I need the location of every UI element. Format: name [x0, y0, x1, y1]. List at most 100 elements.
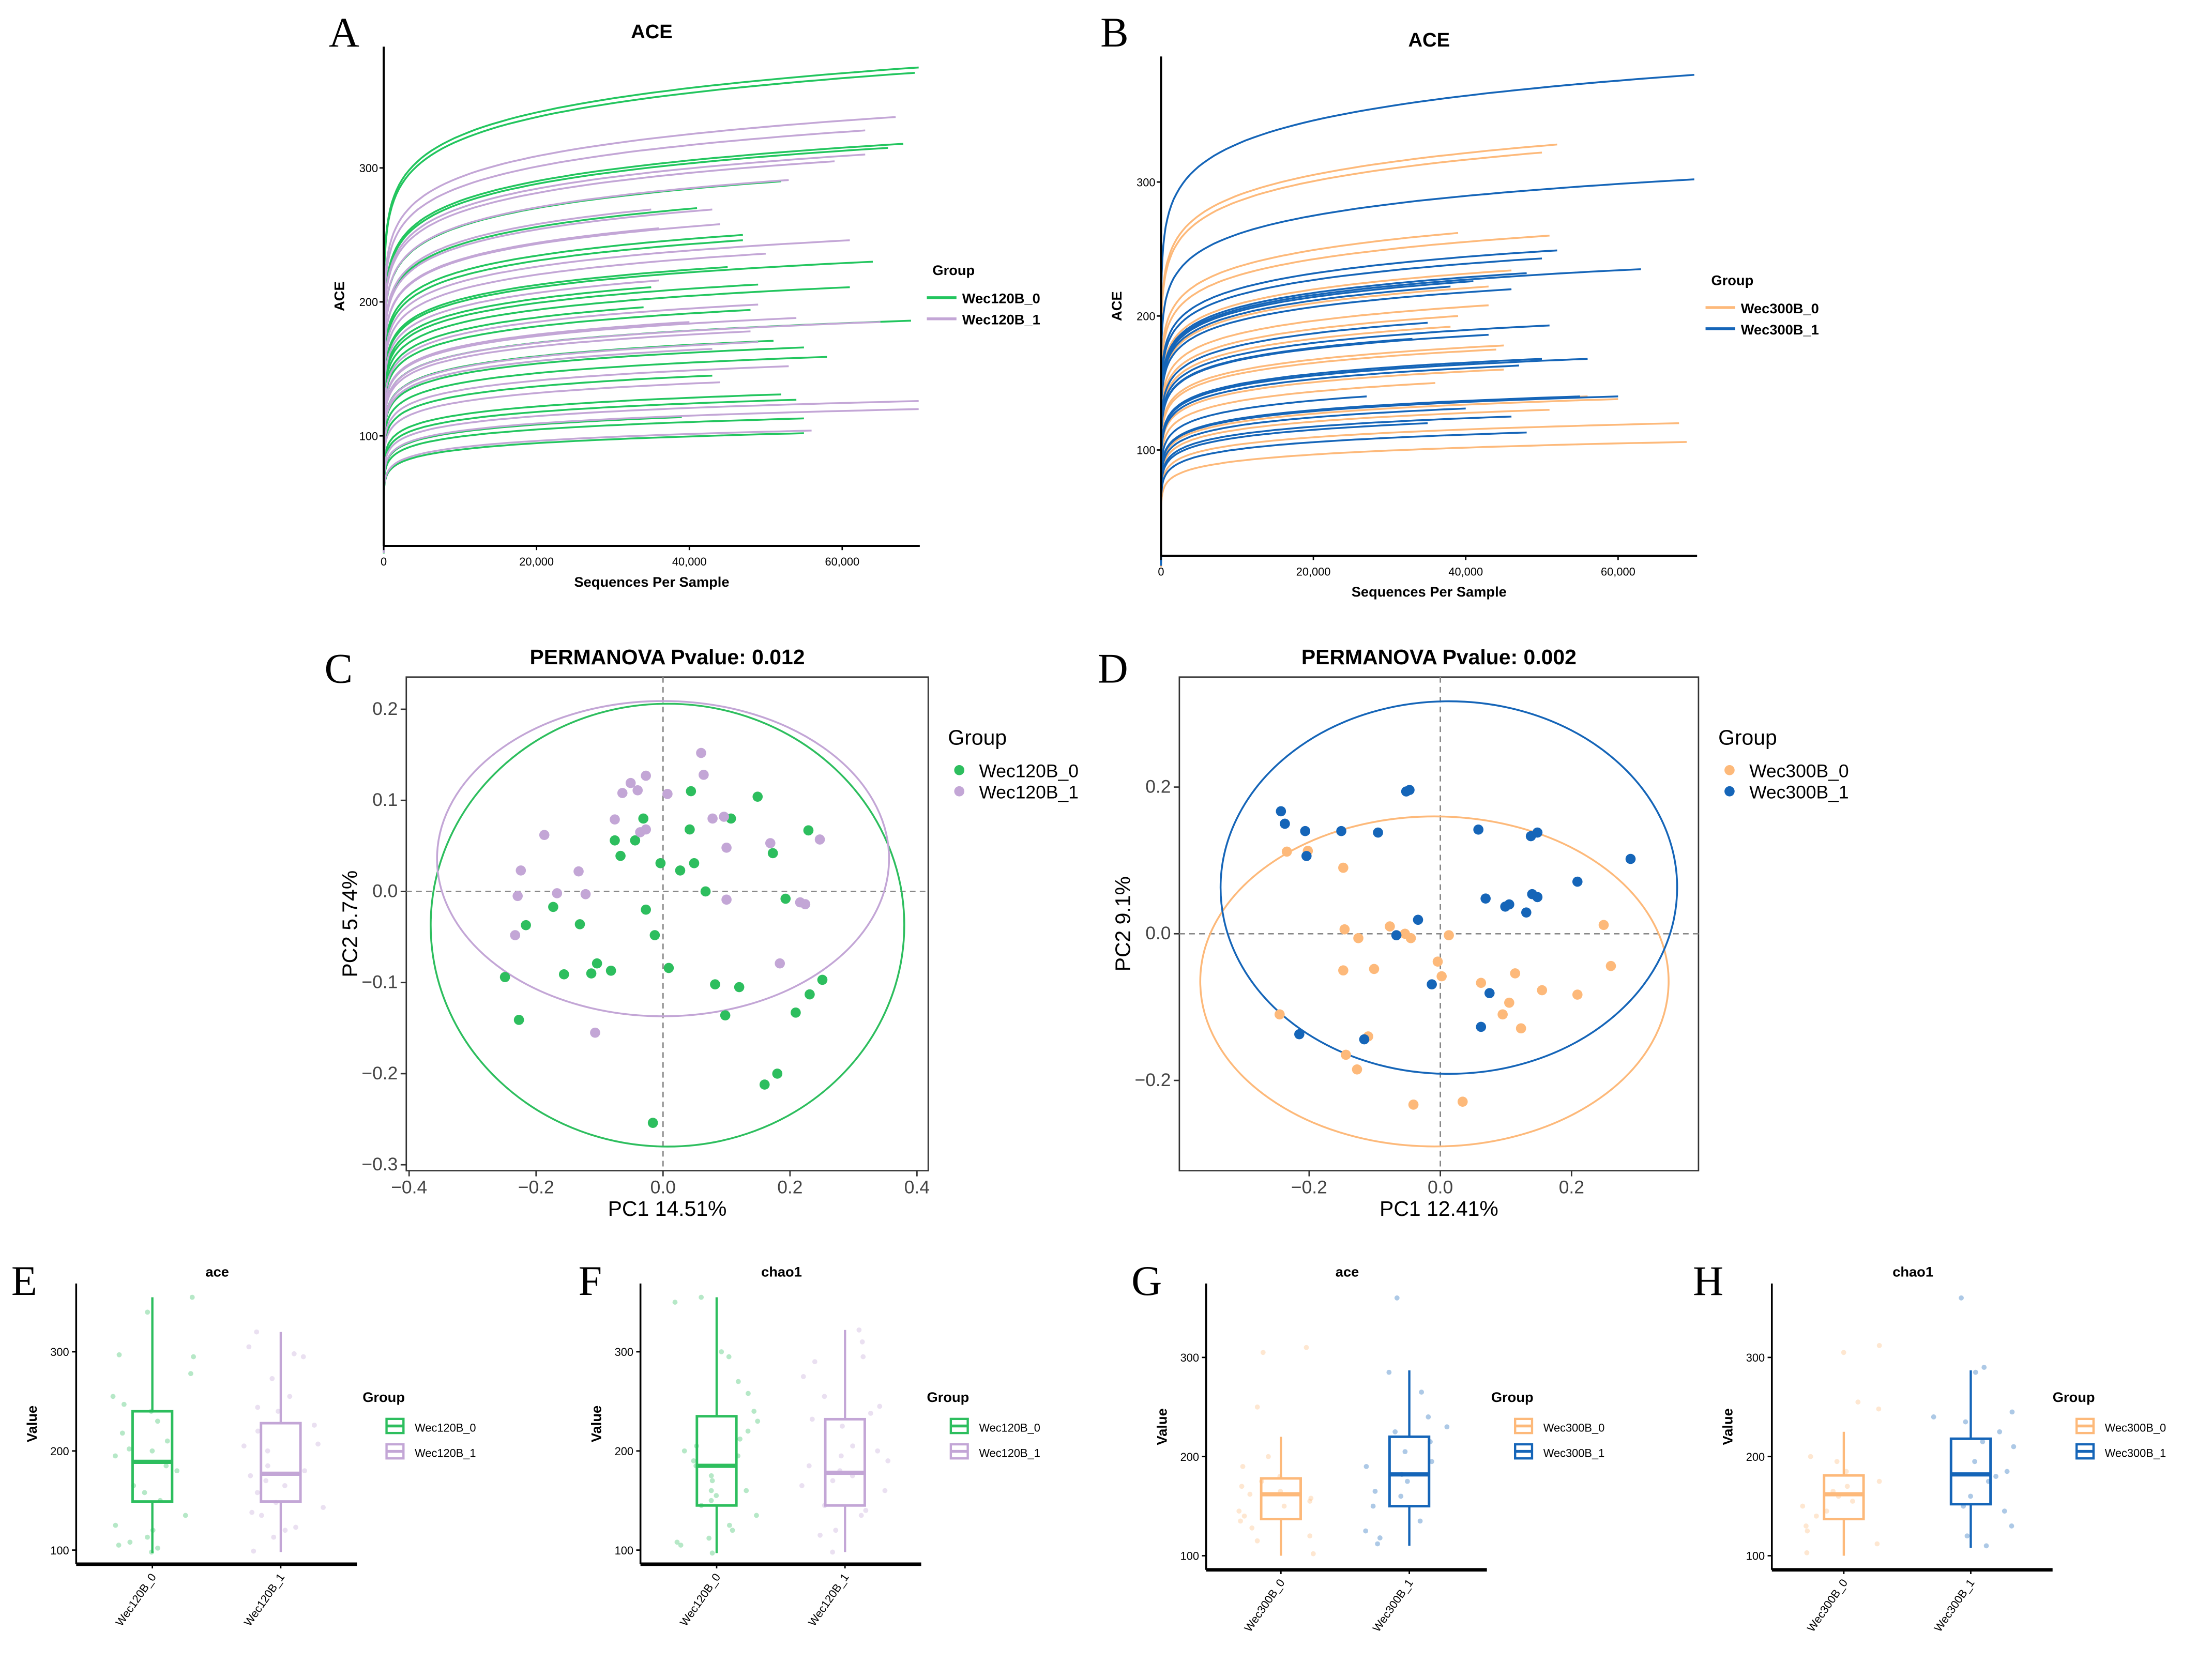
data-point-Wec120B_0 [586, 968, 597, 979]
curve-Wec120B_1 [383, 239, 850, 530]
data-point-Wec300B_0 [1572, 989, 1583, 1000]
x-tick-label: 0.0 [1428, 1177, 1453, 1197]
data-point-Wec120B_1 [580, 889, 591, 899]
chart-title: PERMANOVA Pvalue: 0.012 [530, 645, 805, 669]
curve-Wec300B_1 [1160, 257, 1542, 545]
curve-Wec120B_1 [383, 129, 866, 517]
jitter-point-Wec300B_0 [1855, 1399, 1861, 1405]
data-point-Wec120B_0 [720, 1010, 731, 1020]
curve-Wec120B_0 [383, 306, 644, 539]
data-point-Wec300B_1 [1404, 785, 1415, 796]
jitter-point-Wec120B_1 [315, 1441, 321, 1447]
x-axis-label: PC1 14.51% [608, 1197, 727, 1220]
legend-label: Wec300B_0 [1741, 300, 1819, 316]
data-point-Wec120B_1 [719, 812, 729, 822]
panel-letter-b: B [1100, 9, 1129, 56]
legend-marker [954, 786, 965, 797]
data-point-Wec120B_0 [805, 989, 815, 1000]
box-iqr-Wec120B_0 [131, 1410, 174, 1503]
jitter-point-Wec300B_1 [1980, 1439, 1986, 1444]
jitter-point-Wec300B_1 [1931, 1414, 1936, 1420]
y-tick-label: 100 [359, 430, 378, 443]
data-point-Wec120B_0 [638, 813, 649, 824]
data-point-Wec300B_0 [1405, 933, 1416, 943]
jitter-point-Wec120B_1 [812, 1359, 817, 1365]
data-point-Wec300B_1 [1572, 876, 1583, 887]
curve-Wec300B_1 [1160, 395, 1580, 562]
y-tick-label: 0.2 [1145, 776, 1171, 797]
curve-Wec120B_1 [383, 400, 919, 550]
chart-title: chao1 [1892, 1263, 1933, 1279]
jitter-point-Wec120B_1 [877, 1403, 883, 1409]
jitter-point-Wec300B_0 [1813, 1513, 1819, 1519]
jitter-point-Wec300B_1 [1993, 1474, 1998, 1479]
curve-Wec120B_0 [383, 432, 804, 554]
jitter-point-Wec120B_1 [799, 1483, 805, 1488]
y-tick-label: 0.2 [372, 698, 398, 719]
jitter-point-Wec300B_0 [1241, 1513, 1247, 1519]
data-point-Wec120B_0 [548, 902, 558, 912]
y-axis-label: Value [24, 1406, 40, 1442]
data-point-Wec120B_0 [689, 858, 700, 868]
legend-label: Wec300B_0 [1749, 760, 1849, 781]
jitter-point-Wec300B_1 [1426, 1414, 1431, 1420]
x-tick-label: 20,000 [1296, 565, 1331, 578]
data-point-Wec300B_0 [1338, 965, 1349, 976]
data-point-Wec120B_1 [662, 789, 673, 799]
boxplot-panel-f: Wec120B_0 Wec120B_1 100 200 300 chao1 Value Gro… [588, 1263, 1040, 1628]
data-point-Wec300B_0 [1444, 930, 1454, 940]
jitter-point-Wec120B_0 [735, 1379, 741, 1384]
legend-label: Wec300B_1 [1749, 782, 1849, 802]
data-point-Wec120B_1 [552, 888, 563, 898]
y-tick-label: 200 [359, 296, 378, 309]
curve-Wec120B_0 [383, 309, 751, 539]
curve-Wec120B_1 [383, 381, 720, 547]
jitter-point-Wec120B_0 [149, 1448, 155, 1454]
data-point-Wec120B_1 [707, 813, 718, 824]
legend-title: Group [1711, 272, 1753, 288]
data-point-Wec300B_0 [1341, 1049, 1351, 1060]
data-point-Wec120B_1 [721, 894, 732, 905]
jitter-point-Wec300B_0 [1304, 1345, 1309, 1350]
chart-title: ace [205, 1263, 229, 1279]
panel-letter-e: E [11, 1257, 37, 1304]
jitter-point-Wec300B_1 [1363, 1528, 1369, 1534]
data-point-Wec300B_0 [1605, 960, 1616, 971]
curve-Wec300B_1 [1160, 395, 1367, 562]
data-point-Wec120B_1 [699, 770, 709, 780]
curve-Wec120B_0 [383, 143, 904, 519]
data-point-Wec120B_1 [765, 838, 776, 848]
jitter-point-Wec120B_0 [119, 1430, 125, 1436]
curve-Wec300B_1 [1160, 288, 1512, 549]
x-tick-label: 40,000 [672, 555, 707, 568]
jitter-point-Wec120B_1 [321, 1505, 326, 1511]
data-point-Wec300B_0 [1504, 997, 1514, 1008]
jitter-point-Wec120B_0 [706, 1535, 712, 1541]
rarefaction-panel-b: 0 20,000 40,000 60,000 100 200 300 ACE Sequences… [1109, 29, 1819, 600]
panel-letter-f: F [579, 1257, 602, 1304]
curve-Wec120B_0 [383, 261, 873, 533]
data-point-Wec120B_1 [510, 930, 521, 940]
curve-Wec300B_0 [1160, 422, 1679, 565]
jitter-point-Wec300B_0 [1803, 1523, 1809, 1529]
curve-Wec120B_1 [383, 227, 659, 529]
y-axis-label: Value [588, 1406, 604, 1442]
legend-title: Group [362, 1389, 405, 1405]
data-point-Wec120B_1 [632, 785, 643, 796]
y-tick-label: 300 [615, 1346, 633, 1359]
jitter-point-Wec120B_1 [265, 1463, 270, 1469]
jitter-point-Wec120B_0 [708, 1498, 714, 1503]
data-point-Wec300B_1 [1504, 899, 1514, 910]
curve-Wec300B_0 [1160, 344, 1504, 556]
jitter-point-Wec120B_0 [164, 1438, 170, 1444]
jitter-point-Wec300B_0 [1254, 1538, 1260, 1544]
data-point-Wec300B_1 [1301, 851, 1312, 861]
data-point-Wec300B_0 [1339, 924, 1350, 935]
jitter-point-Wec120B_1 [254, 1490, 260, 1496]
legend-title: Group [1491, 1389, 1534, 1405]
jitter-point-Wec120B_0 [127, 1539, 133, 1545]
jitter-point-Wec120B_1 [858, 1513, 864, 1518]
curve-Wec300B_1 [1160, 324, 1550, 553]
legend-marker [1724, 786, 1735, 797]
jitter-point-Wec120B_1 [300, 1354, 306, 1360]
